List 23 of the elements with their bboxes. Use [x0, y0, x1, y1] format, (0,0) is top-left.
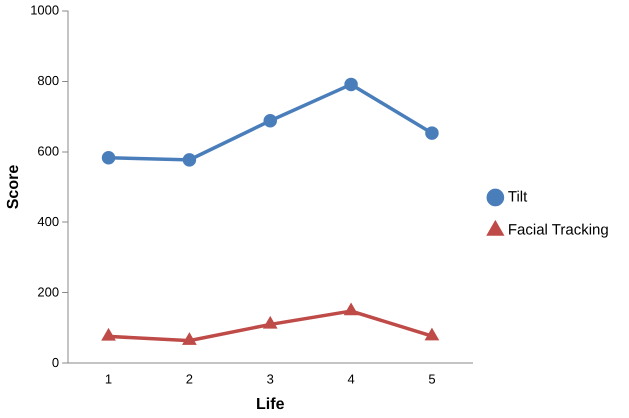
- y-tick-label: 200: [37, 284, 60, 300]
- y-tick-label: 400: [37, 214, 60, 229]
- point: [345, 304, 358, 316]
- point: [344, 78, 358, 92]
- point: [426, 329, 438, 340]
- x-axis-title: Life: [256, 396, 285, 413]
- legend-label: Tilt: [508, 188, 528, 206]
- point: [425, 126, 439, 140]
- y-tick-label: 800: [37, 72, 60, 88]
- point: [102, 151, 116, 164]
- x-tick-label: 4: [347, 372, 355, 387]
- y-tick-label: 1000: [30, 2, 60, 18]
- x-tick-label: 5: [428, 372, 436, 387]
- point: [263, 114, 277, 128]
- legend-label: Facial Tracking: [508, 222, 609, 239]
- x-tick-label: 1: [104, 372, 112, 387]
- y-axis-title: Score: [5, 164, 22, 210]
- y-tick-label: 0: [52, 354, 60, 370]
- point: [183, 334, 196, 345]
- x-tick-label: 2: [186, 372, 194, 387]
- y-tick-label: 600: [37, 143, 60, 158]
- point: [182, 153, 196, 167]
- x-tick-label: 3: [266, 372, 274, 387]
